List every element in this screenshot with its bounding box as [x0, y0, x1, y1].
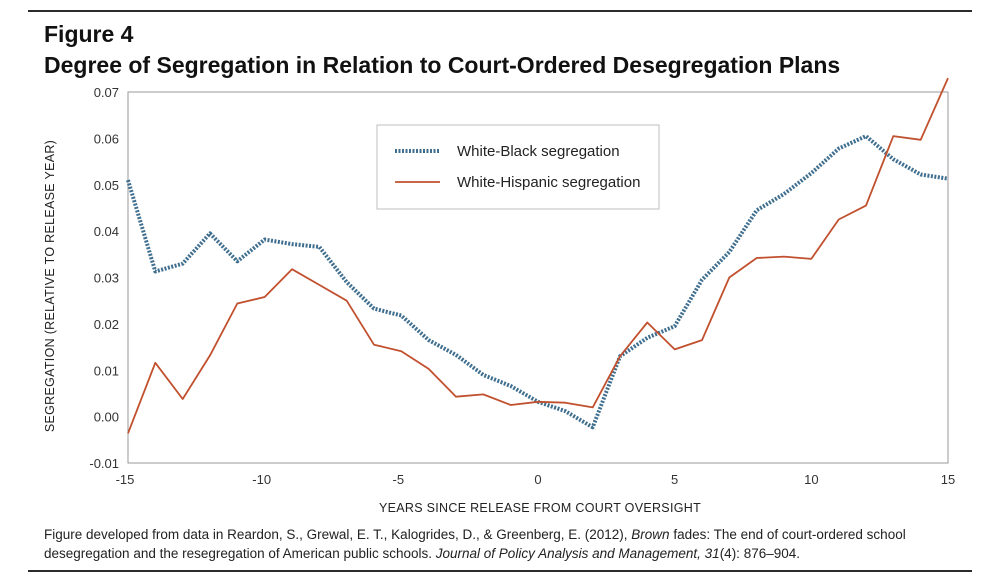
caption-italic-2: Journal of Policy Analysis and Managemen… [435, 546, 720, 561]
x-tick-label: 10 [804, 472, 818, 487]
x-axis-title: YEARS SINCE RELEASE FROM COURT OVERSIGHT [379, 501, 701, 515]
y-tick-label: 0.02 [94, 317, 119, 332]
x-tick-label: -5 [393, 472, 405, 487]
figure-label: Figure 4 [44, 21, 134, 47]
y-tick-label: 0.04 [94, 224, 119, 239]
series-line-white-hispanic [127, 77, 949, 434]
y-axis: -0.01 0.00 0.01 0.02 0.03 0.04 0.05 0.06 0.07 [89, 85, 119, 471]
caption-italic-1: Brown [631, 527, 670, 542]
bottom-rule [28, 570, 972, 572]
x-tick-label: 0 [534, 472, 541, 487]
plot-frame [127, 91, 949, 464]
y-tick-label: 0.06 [94, 131, 119, 146]
top-rule [28, 10, 972, 12]
caption-text-1: Figure developed from data in Reardon, S… [44, 527, 632, 542]
x-tick-label: -10 [252, 472, 271, 487]
x-tick-label: 15 [941, 472, 955, 487]
y-tick-label: 0.05 [94, 178, 119, 193]
series-lines [126, 77, 949, 434]
y-tick-label: -0.01 [89, 456, 119, 471]
y-tick-label: 0.07 [94, 85, 119, 100]
chart-title: Degree of Segregation in Relation to Cou… [44, 52, 841, 78]
legend-label-white-black: White-Black segregation [457, 143, 620, 160]
y-tick-label: 0.00 [94, 410, 119, 425]
x-tick-label: -15 [116, 472, 135, 487]
y-tick-label: 0.03 [94, 271, 119, 286]
caption-text-3: (4): 876–904. [719, 546, 800, 561]
legend: White-Black segregation White-Hispanic s… [376, 124, 660, 210]
x-axis: -15 -10 -5 0 5 10 15 [116, 472, 956, 487]
caption-text-2: fades: The end of court-ordered school d… [44, 527, 906, 561]
plot-border [127, 91, 949, 464]
x-tick-label: 5 [671, 472, 678, 487]
figure-caption: Figure developed from data in Reardon, S… [44, 525, 964, 563]
legend-label-white-hispanic: White-Hispanic segregation [457, 174, 640, 191]
y-axis-title: SEGREGATION (RELATIVE TO RELEASE YEAR) [43, 140, 57, 432]
legend-box [376, 124, 660, 210]
y-tick-label: 0.01 [94, 363, 119, 378]
